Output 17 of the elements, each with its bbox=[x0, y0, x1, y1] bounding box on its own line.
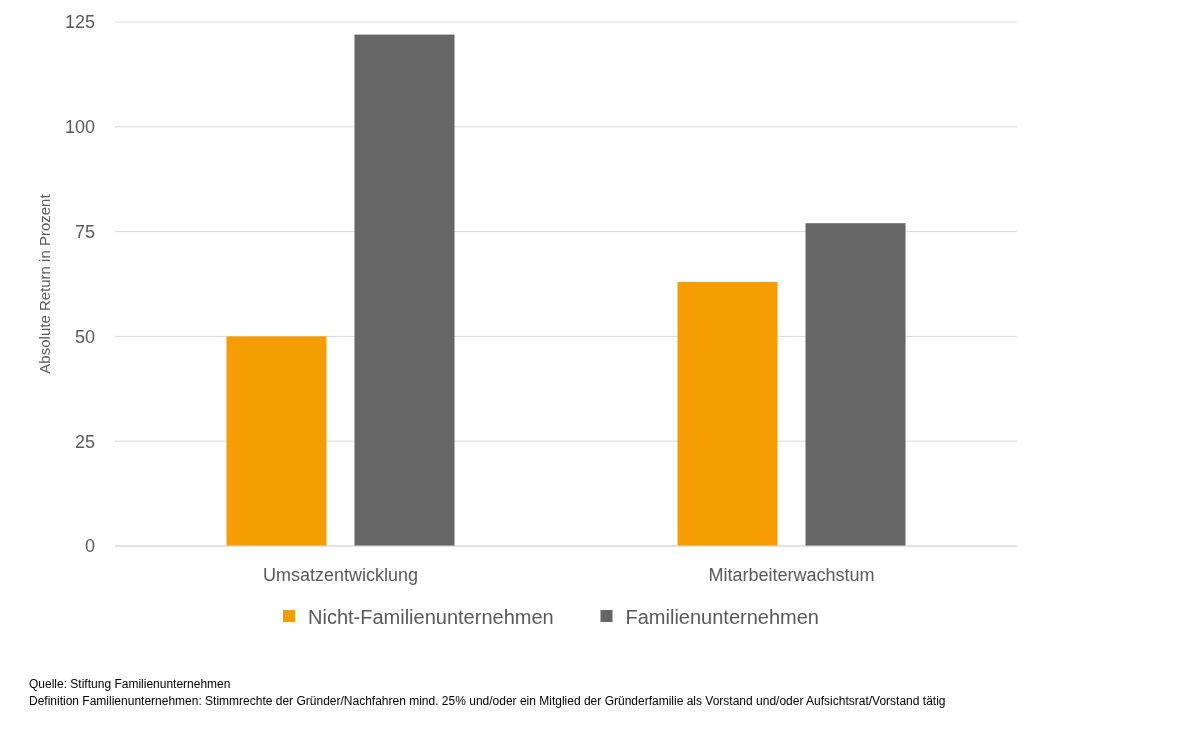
y-tick-label: 0 bbox=[84, 536, 95, 557]
bar bbox=[354, 34, 455, 546]
y-tick-label: 125 bbox=[64, 12, 95, 33]
x-tick-label: Mitarbeiterwachstum bbox=[708, 565, 875, 585]
bar bbox=[677, 281, 778, 546]
y-axis-title: Absolute Return in Prozent bbox=[36, 193, 53, 374]
y-tick-label: 25 bbox=[74, 431, 95, 452]
x-tick-label: Umsatzentwicklung bbox=[262, 565, 419, 585]
y-tick-label: 50 bbox=[74, 326, 95, 347]
y-tick-label: 75 bbox=[74, 221, 95, 242]
legend-label: Nicht-Familienunternehmen bbox=[308, 606, 554, 628]
y-tick-label: 100 bbox=[64, 117, 95, 138]
source-note: Quelle: Stiftung Familienunternehmen bbox=[29, 677, 231, 691]
bar bbox=[805, 223, 906, 546]
bar bbox=[226, 336, 327, 546]
legend-label: Familienunternehmen bbox=[625, 606, 819, 628]
text: Definition Familienunternehmen: Stimmrechte der Gründer/Nachfahren mind. 25% und/oder ein Mitglied der Gründerfamilie als Vorstand und/oder Aufsichtsrat/Vorstand tätig bbox=[29, 694, 946, 708]
